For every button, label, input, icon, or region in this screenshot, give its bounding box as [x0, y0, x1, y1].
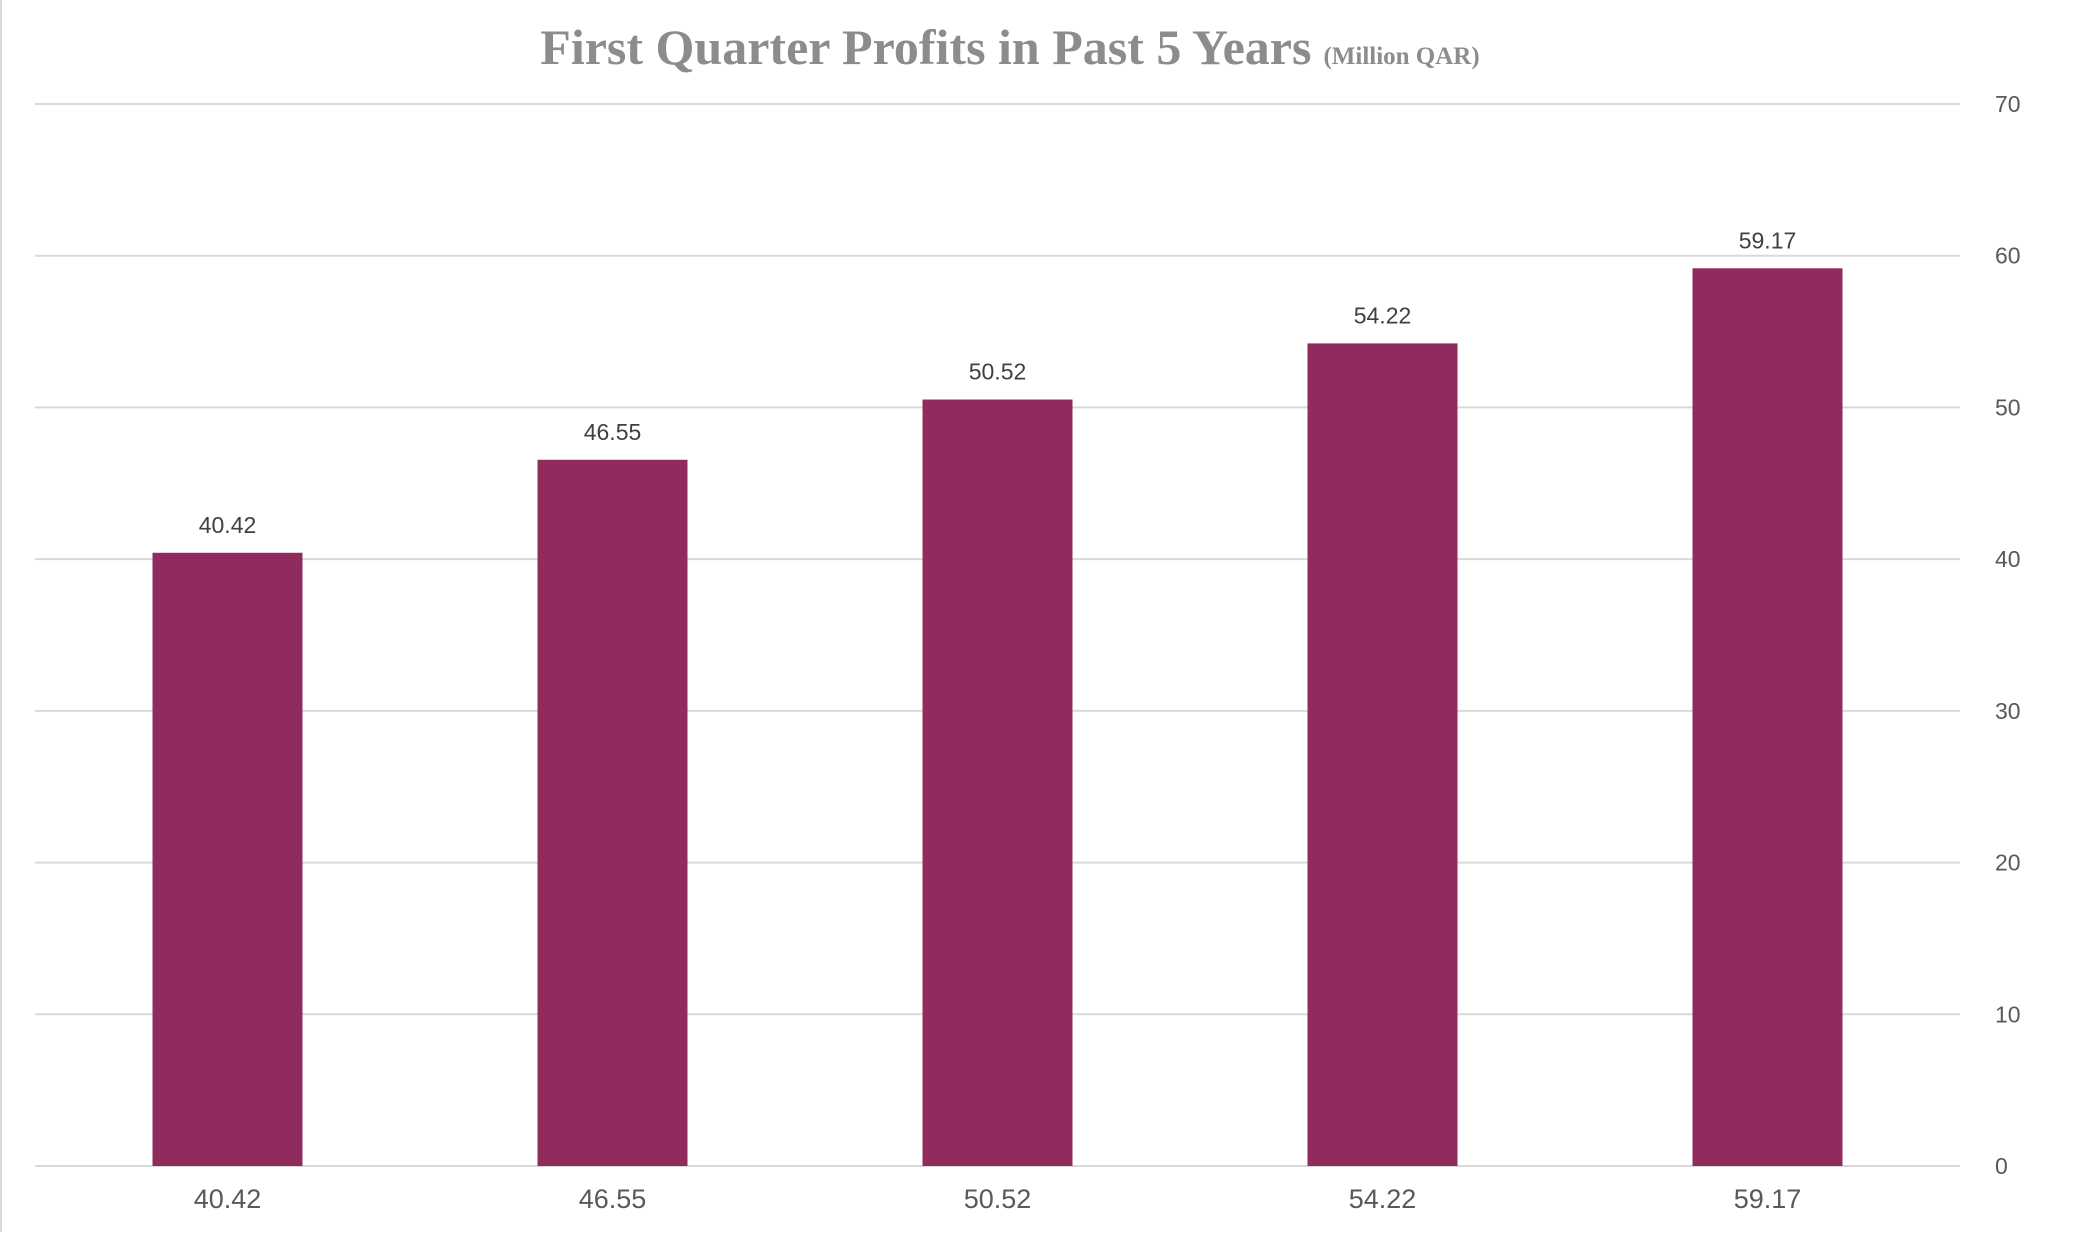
- x-tick-label-5: 59.17: [1734, 1184, 1802, 1214]
- y-tick-label-30: 30: [1995, 698, 2021, 724]
- chart-title-main: First Quarter Profits in Past 5 Years: [540, 19, 1312, 75]
- y-tick-label-50: 50: [1995, 394, 2021, 420]
- y-tick-label-60: 60: [1995, 243, 2021, 269]
- data-label-3: 50.52: [969, 359, 1027, 385]
- chart-title: First Quarter Profits in Past 5 Years (M…: [0, 18, 2020, 76]
- bar-5: [1692, 268, 1843, 1166]
- y-tick-label-10: 10: [1995, 1001, 2021, 1027]
- x-tick-label-3: 50.52: [964, 1184, 1032, 1214]
- data-label-1: 40.42: [199, 512, 257, 538]
- bar-3: [922, 399, 1073, 1166]
- y-tick-label-40: 40: [1995, 546, 2021, 572]
- bar-2: [537, 459, 688, 1166]
- data-label-2: 46.55: [584, 419, 642, 445]
- x-tick-label-2: 46.55: [579, 1184, 647, 1214]
- bar-4: [1307, 343, 1458, 1166]
- y-tick-label-20: 20: [1995, 850, 2021, 876]
- data-label-4: 54.22: [1354, 302, 1412, 328]
- data-label-5: 59.17: [1739, 227, 1797, 253]
- x-tick-label-1: 40.42: [194, 1184, 262, 1214]
- bar-1: [152, 552, 303, 1166]
- y-tick-label-0: 0: [1995, 1153, 2008, 1179]
- x-tick-label-4: 54.22: [1349, 1184, 1417, 1214]
- y-tick-label-70: 70: [1995, 91, 2021, 117]
- left-border: [0, 0, 2, 1232]
- chart-subtitle: (Million QAR): [1323, 43, 1480, 70]
